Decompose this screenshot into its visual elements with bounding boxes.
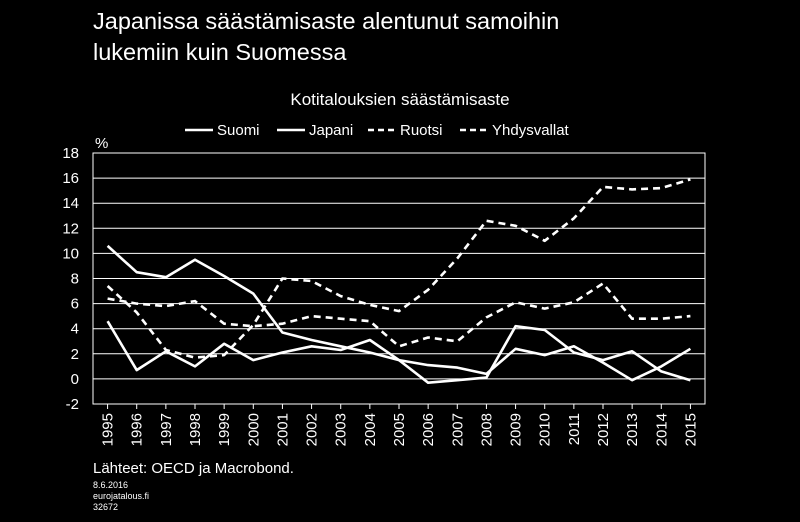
x-tick-label: 2005: [391, 413, 408, 446]
x-tick-label: 2004: [362, 413, 379, 446]
series-line-japani: [106, 244, 692, 382]
x-tick-label: 1998: [187, 413, 204, 446]
y-tick-label: 18: [62, 145, 79, 162]
x-tick-label: 2001: [274, 413, 291, 446]
x-tick-label: 2000: [245, 413, 262, 446]
page-title: Japanissa säästämisaste alentunut samoih…: [93, 6, 793, 68]
legend-label-yhdysvallat: Yhdysvallat: [492, 122, 570, 139]
x-tick-label: 2009: [508, 413, 525, 446]
x-tick-label: 2010: [537, 413, 554, 446]
legend-label-japani: Japani: [309, 122, 353, 139]
y-tick-label: 8: [71, 271, 79, 288]
legend-label-ruotsi: Ruotsi: [400, 122, 443, 139]
y-axis-label: %: [95, 135, 108, 152]
x-tick-label: 2011: [566, 413, 583, 445]
x-tick-label: 2006: [420, 413, 437, 446]
source-note: Lähteet: OECD ja Macrobond.: [93, 460, 294, 477]
date-note: 8.6.2016: [93, 480, 129, 490]
x-tick-label: 2008: [478, 413, 495, 446]
site-note: eurojatalous.fi: [93, 491, 150, 501]
x-tick-label: 2002: [304, 413, 321, 446]
x-tick-label: 2013: [624, 413, 641, 446]
y-tick-label: 10: [62, 245, 79, 262]
chart-title: Kotitalouksien säästämisaste: [290, 90, 510, 109]
x-tick-label: 2007: [449, 413, 466, 446]
y-tick-label: 2: [71, 346, 79, 363]
y-tick-label: 14: [62, 195, 79, 212]
title-line-2: lukemiin kuin Suomessa: [93, 39, 347, 65]
x-tick-label: 1995: [100, 413, 117, 446]
x-tick-label: 2014: [653, 413, 670, 446]
legend-label-suomi: Suomi: [217, 122, 260, 139]
y-tick-label: 4: [71, 321, 79, 338]
series-line-suomi: [106, 320, 691, 385]
y-tick-label: 6: [71, 296, 79, 313]
y-tick-label: 16: [62, 170, 79, 187]
x-tick-label: 1997: [158, 413, 175, 446]
y-tick-label: -2: [66, 396, 79, 413]
x-tick-label: 2015: [682, 413, 699, 446]
x-tick-label: 2012: [595, 413, 612, 446]
title-line-1: Japanissa säästämisaste alentunut samoih…: [93, 8, 560, 34]
x-tick-label: 2003: [333, 413, 350, 446]
x-tick-label: 1999: [216, 413, 233, 446]
series-line-ruotsi: [106, 178, 691, 359]
x-tick-label: 1996: [129, 413, 146, 446]
y-tick-label: 12: [62, 220, 79, 237]
y-tick-label: 0: [71, 371, 79, 388]
code-note: 32672: [93, 502, 119, 512]
series-line-yhdysvallat: [107, 282, 691, 348]
